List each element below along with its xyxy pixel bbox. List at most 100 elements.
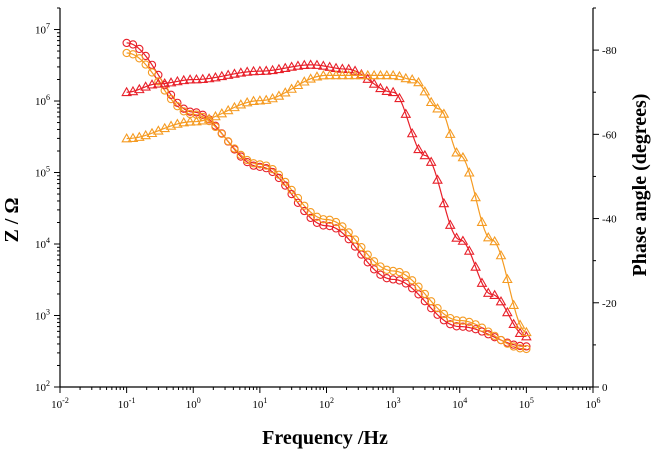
- data-point-triangle: [356, 69, 367, 80]
- data-point-triangle: [248, 65, 259, 76]
- data-point-triangle: [343, 63, 355, 74]
- data-point-triangle: [337, 69, 348, 80]
- data-point-triangle: [165, 120, 177, 130]
- data-point-circle: [274, 170, 284, 179]
- data-point-circle: [376, 262, 385, 271]
- x-tick-label: 105: [519, 396, 534, 411]
- data-point-circle: [319, 215, 328, 224]
- data-point-triangle: [419, 149, 431, 160]
- data-point-triangle: [381, 85, 393, 96]
- data-point-circle: [300, 206, 309, 216]
- data-point-circle: [376, 270, 385, 279]
- data-point-circle: [128, 50, 138, 59]
- data-point-triangle: [254, 65, 266, 76]
- data-point-circle: [420, 289, 429, 299]
- data-point-circle: [338, 222, 347, 231]
- data-point-circle: [344, 228, 353, 237]
- fit-curves: [126, 42, 527, 350]
- x-tick-label: 100: [186, 396, 201, 411]
- y-left-tick-label: 104: [35, 236, 50, 251]
- data-markers: [121, 38, 532, 354]
- data-point-triangle: [419, 86, 431, 96]
- data-point-triangle: [191, 74, 202, 84]
- x-tick-label: 102: [319, 396, 334, 411]
- data-point-triangle: [508, 318, 520, 328]
- data-point-triangle: [451, 232, 462, 242]
- data-point-triangle: [165, 77, 177, 87]
- data-point-triangle: [337, 63, 348, 73]
- data-point-triangle: [457, 151, 469, 162]
- data-point-triangle: [260, 94, 272, 104]
- data-point-circle: [319, 221, 328, 230]
- data-point-triangle: [514, 319, 526, 329]
- data-point-triangle: [406, 127, 418, 138]
- x-tick-label: 106: [586, 396, 601, 411]
- data-point-triangle: [413, 143, 424, 154]
- data-point-triangle: [260, 65, 272, 75]
- data-point-triangle: [432, 103, 443, 113]
- data-point-circle: [135, 44, 144, 54]
- data-point-triangle: [241, 66, 253, 76]
- data-point-triangle: [444, 128, 456, 138]
- data-point-triangle: [387, 69, 399, 80]
- data-point-circle: [135, 54, 144, 63]
- data-point-triangle: [178, 74, 190, 85]
- data-point-circle: [433, 310, 442, 319]
- y-right-tick-label: -80: [602, 45, 617, 57]
- x-tick-label: 10-1: [118, 396, 136, 411]
- data-point-triangle: [273, 63, 285, 74]
- data-point-triangle: [210, 71, 221, 82]
- data-point-triangle: [127, 85, 139, 96]
- data-point-circle: [217, 129, 226, 138]
- data-point-triangle: [311, 59, 323, 69]
- data-point-circle: [166, 90, 176, 99]
- data-point-circle: [490, 331, 499, 340]
- y-right-tick-label: 0: [602, 382, 608, 394]
- data-point-triangle: [514, 327, 526, 337]
- data-point-triangle: [521, 326, 532, 337]
- y-right-tick-label: -40: [602, 214, 617, 226]
- data-point-triangle: [317, 60, 329, 70]
- fit-curve-1: [126, 52, 527, 350]
- data-point-circle: [522, 344, 531, 354]
- x-tick-label: 10-2: [51, 396, 69, 411]
- data-point-circle: [414, 282, 423, 291]
- data-point-circle: [395, 267, 404, 277]
- data-point-triangle: [146, 79, 158, 89]
- x-tick-label: 103: [386, 396, 401, 411]
- data-point-triangle: [292, 60, 304, 70]
- data-point-circle: [458, 316, 468, 325]
- data-point-circle: [458, 322, 468, 331]
- data-point-circle: [243, 155, 252, 165]
- data-point-triangle: [121, 86, 132, 97]
- data-point-triangle: [343, 69, 355, 80]
- data-point-circle: [439, 309, 449, 319]
- data-point-circle: [306, 213, 315, 223]
- y-left-tick-label: 105: [35, 165, 50, 180]
- data-point-circle: [198, 110, 207, 119]
- data-point-triangle: [413, 76, 424, 87]
- data-point-circle: [128, 40, 138, 49]
- data-point-triangle: [482, 287, 494, 297]
- data-point-triangle: [222, 69, 234, 79]
- data-point-triangle: [470, 191, 481, 202]
- data-point-triangle: [501, 306, 513, 317]
- data-point-circle: [496, 335, 506, 345]
- y-left-tick-label: 103: [35, 308, 50, 323]
- data-point-circle: [477, 323, 487, 332]
- data-point-triangle: [381, 69, 393, 80]
- data-point-circle: [300, 201, 309, 210]
- data-point-circle: [484, 327, 493, 336]
- data-point-circle: [338, 228, 347, 238]
- data-point-circle: [408, 284, 417, 293]
- data-point-circle: [281, 181, 290, 190]
- data-point-circle: [249, 159, 258, 168]
- data-point-triangle: [463, 245, 475, 255]
- data-point-triangle: [400, 108, 412, 118]
- data-point-circle: [223, 137, 233, 146]
- data-point-triangle: [197, 73, 209, 84]
- data-point-triangle: [324, 69, 336, 80]
- data-point-circle: [255, 162, 265, 171]
- y-left-tick-label: 107: [35, 22, 50, 37]
